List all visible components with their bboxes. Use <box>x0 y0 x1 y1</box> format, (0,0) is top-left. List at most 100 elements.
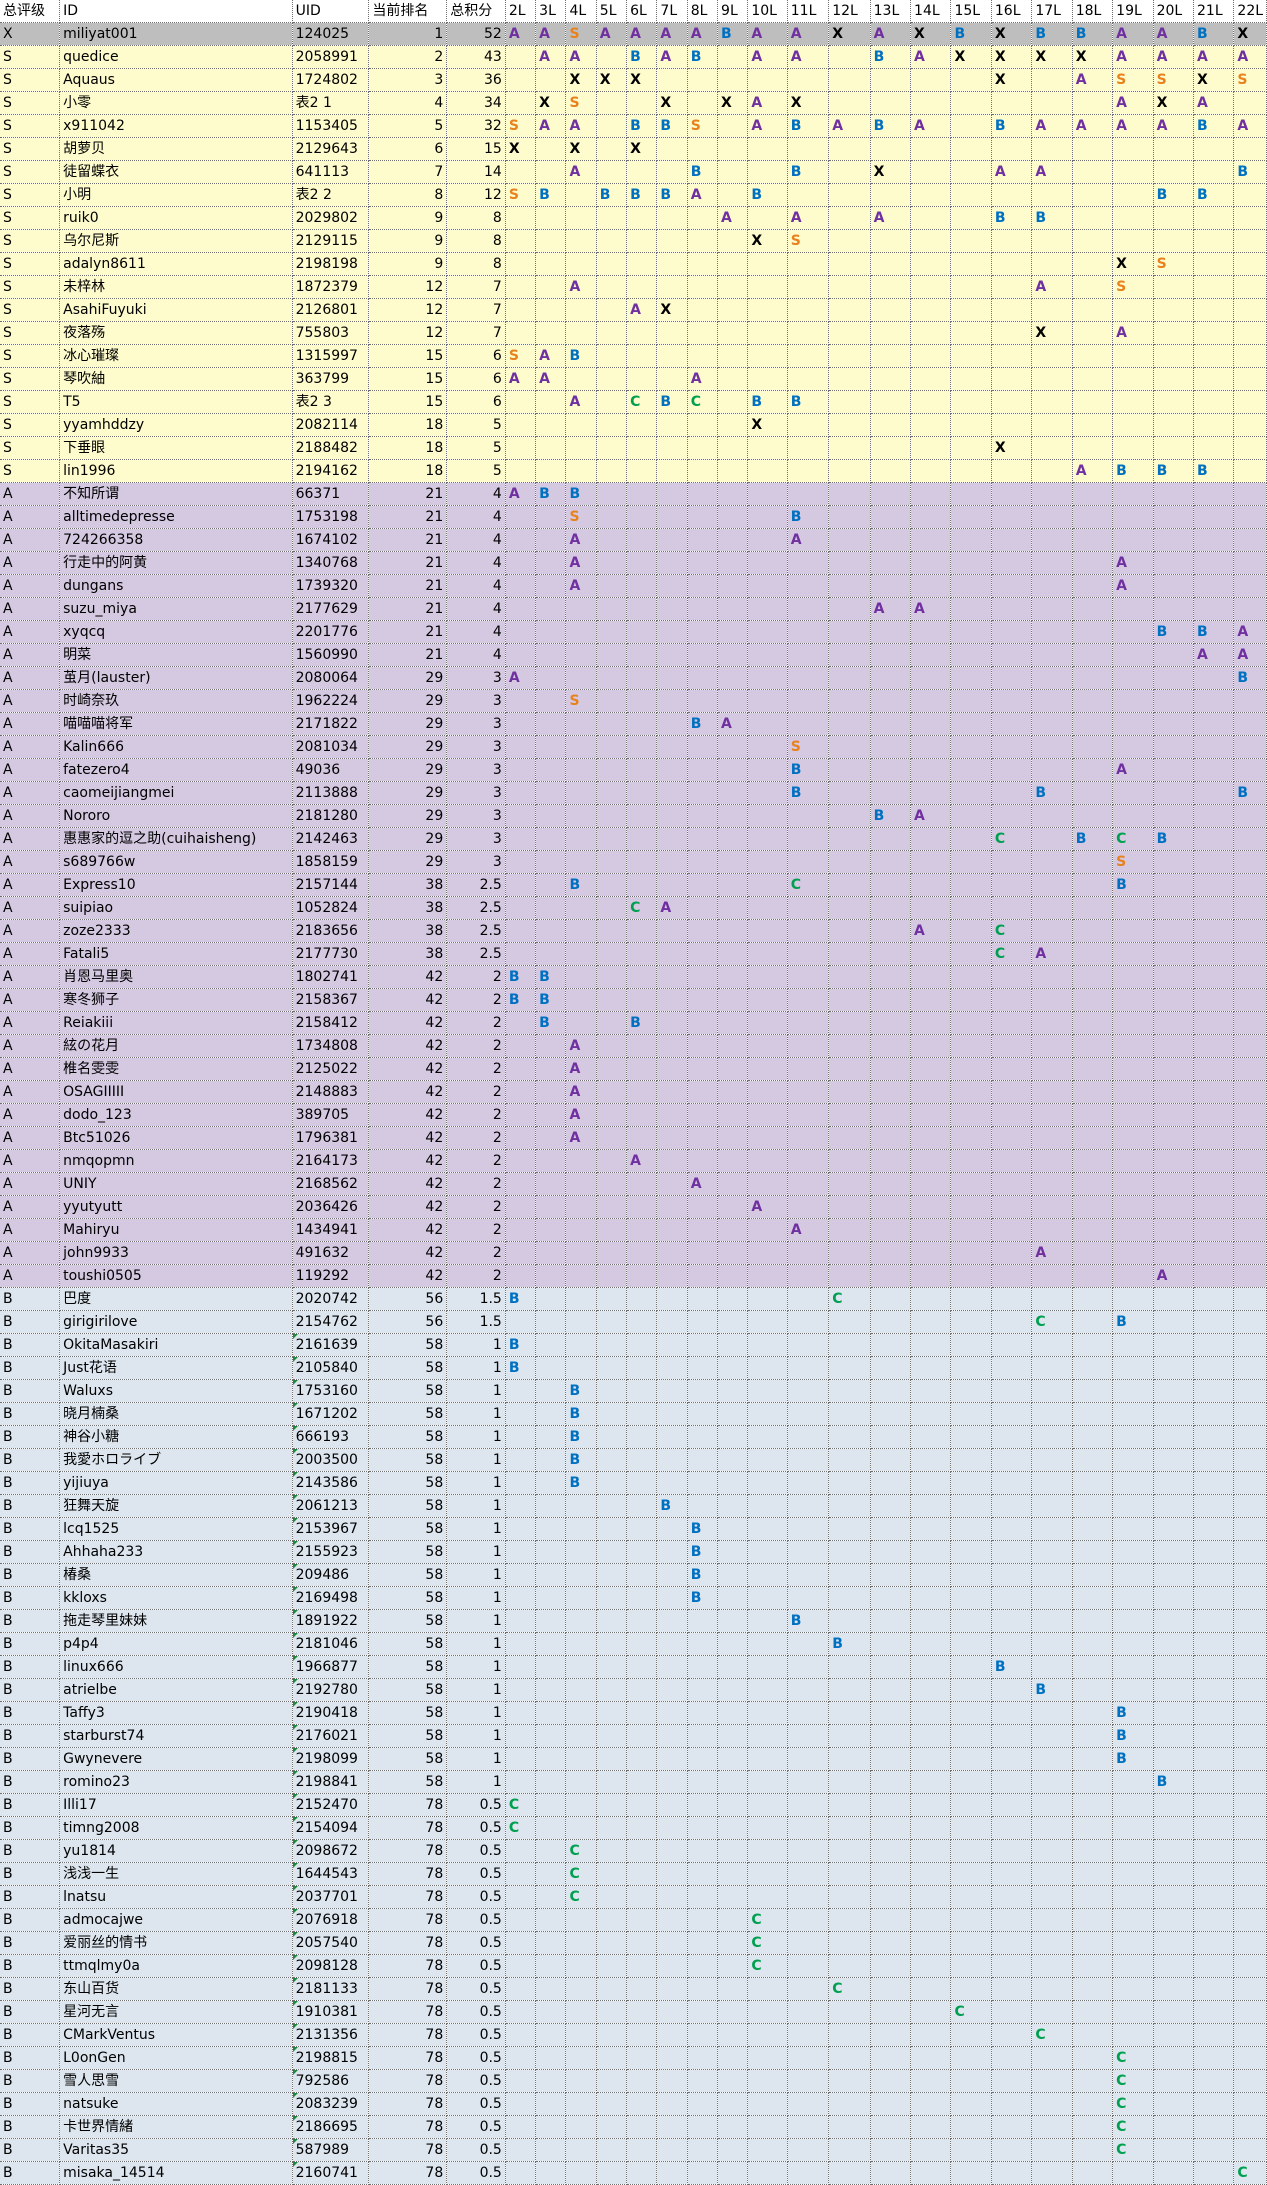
grade-cell[interactable] <box>747 1517 788 1541</box>
grade-cell[interactable] <box>596 1126 628 1150</box>
grade-cell[interactable] <box>717 1103 749 1127</box>
grade-cell[interactable] <box>1233 482 1267 506</box>
grade-cell[interactable] <box>870 735 912 759</box>
grade-cell[interactable] <box>870 1379 912 1403</box>
id-cell[interactable]: 行走中的阿黄 <box>59 551 293 575</box>
grade-cell[interactable] <box>565 1747 597 1771</box>
grade-cell[interactable] <box>505 413 537 437</box>
grade-cell[interactable] <box>1072 298 1114 322</box>
grade-cell[interactable] <box>787 1747 830 1771</box>
uid-cell[interactable]: 2061213 <box>292 1494 370 1518</box>
grade-cell[interactable] <box>991 1402 1033 1426</box>
grade-cell[interactable] <box>717 68 749 92</box>
grade-cell[interactable] <box>950 137 992 161</box>
grade-cell[interactable] <box>991 551 1033 575</box>
grade-cell[interactable] <box>1233 1333 1267 1357</box>
grade-cell[interactable] <box>747 988 788 1012</box>
grade-cell[interactable]: B <box>1031 1678 1073 1702</box>
grade-cell[interactable] <box>991 2138 1033 2162</box>
grade-cell[interactable] <box>1072 1885 1114 1909</box>
id-cell[interactable]: kkloxs <box>59 1586 293 1610</box>
grade-cell[interactable]: B <box>1112 1747 1154 1771</box>
grade-cell[interactable] <box>1193 1816 1235 1840</box>
grade-cell[interactable] <box>747 1126 788 1150</box>
grade-cell[interactable] <box>656 919 688 943</box>
id-cell[interactable]: suipiao <box>59 896 293 920</box>
grade-cell[interactable] <box>1031 1172 1073 1196</box>
grade-cell[interactable]: A <box>596 22 628 46</box>
grade-cell[interactable] <box>626 344 658 368</box>
grade-cell[interactable]: B <box>687 45 719 69</box>
grade-cell[interactable] <box>596 206 628 230</box>
grade-cell[interactable] <box>626 1770 658 1794</box>
grade-cell[interactable]: A <box>1193 91 1235 115</box>
grade-cell[interactable]: X <box>565 137 597 161</box>
grade-cell[interactable] <box>565 666 597 690</box>
id-cell[interactable]: lnatsu <box>59 1885 293 1909</box>
score-cell[interactable]: 0.5 <box>446 1793 506 1817</box>
grade-cell[interactable] <box>656 1080 688 1104</box>
grade-cell[interactable] <box>505 1678 537 1702</box>
grade-cell[interactable] <box>565 712 597 736</box>
grade-cell[interactable] <box>596 873 628 897</box>
grade-cell[interactable]: C <box>505 1793 537 1817</box>
grade-cell[interactable] <box>656 1724 688 1748</box>
uid-cell[interactable]: 1052824 <box>292 896 370 920</box>
uid-cell[interactable]: 表2 3 <box>292 390 370 414</box>
grade-cell[interactable] <box>787 1517 830 1541</box>
grade-cell[interactable] <box>626 1954 658 1978</box>
grade-cell[interactable]: B <box>626 183 658 207</box>
grade-cell[interactable] <box>1031 482 1073 506</box>
grade-cell[interactable] <box>1193 1724 1235 1748</box>
tier-cell[interactable]: A <box>0 1103 61 1127</box>
grade-cell[interactable] <box>991 1563 1033 1587</box>
grade-cell[interactable] <box>596 482 628 506</box>
grade-cell[interactable] <box>717 1310 749 1334</box>
grade-cell[interactable] <box>1153 436 1195 460</box>
id-cell[interactable]: misaka_14514 <box>59 2161 293 2185</box>
uid-cell[interactable]: 1962224 <box>292 689 370 713</box>
grade-cell[interactable] <box>870 1333 912 1357</box>
grade-cell[interactable] <box>596 1034 628 1058</box>
grade-cell[interactable] <box>1031 1218 1073 1242</box>
grade-cell[interactable] <box>1072 1609 1114 1633</box>
grade-cell[interactable] <box>656 1908 688 1932</box>
grade-cell[interactable] <box>1031 804 1073 828</box>
grade-cell[interactable]: B <box>626 114 658 138</box>
tier-cell[interactable]: S <box>0 137 61 161</box>
grade-cell[interactable] <box>787 850 830 874</box>
tier-cell[interactable]: A <box>0 804 61 828</box>
grade-cell[interactable]: A <box>910 919 952 943</box>
grade-cell[interactable] <box>1112 1034 1154 1058</box>
grade-cell[interactable] <box>1193 1448 1235 1472</box>
grade-cell[interactable] <box>991 1264 1033 1288</box>
grade-cell[interactable] <box>828 367 871 391</box>
grade-cell[interactable] <box>991 137 1033 161</box>
uid-cell[interactable]: 2177629 <box>292 597 370 621</box>
grade-cell[interactable] <box>656 344 688 368</box>
grade-cell[interactable] <box>1031 2138 1073 2162</box>
tier-cell[interactable]: S <box>0 436 61 460</box>
score-cell[interactable]: 0.5 <box>446 2161 506 2185</box>
grade-cell[interactable] <box>505 275 537 299</box>
grade-cell[interactable] <box>535 206 567 230</box>
grade-cell[interactable] <box>565 597 597 621</box>
grade-cell[interactable]: B <box>626 1011 658 1035</box>
uid-cell[interactable]: 2198815 <box>292 2046 370 2070</box>
rank-cell[interactable]: 58 <box>368 1448 448 1472</box>
grade-cell[interactable] <box>596 896 628 920</box>
rank-cell[interactable]: 58 <box>368 1379 448 1403</box>
grade-cell[interactable] <box>1193 735 1235 759</box>
grade-cell[interactable] <box>1031 137 1073 161</box>
grade-cell[interactable] <box>828 1954 871 1978</box>
grade-cell[interactable] <box>1072 275 1114 299</box>
grade-cell[interactable] <box>991 528 1033 552</box>
grade-cell[interactable] <box>687 137 719 161</box>
grade-cell[interactable] <box>505 2000 537 2024</box>
grade-cell[interactable] <box>870 1471 912 1495</box>
score-cell[interactable]: 14 <box>446 160 506 184</box>
grade-cell[interactable] <box>1193 321 1235 345</box>
grade-cell[interactable] <box>596 1333 628 1357</box>
grade-cell[interactable] <box>1193 1379 1235 1403</box>
grade-cell[interactable] <box>1153 1241 1195 1265</box>
